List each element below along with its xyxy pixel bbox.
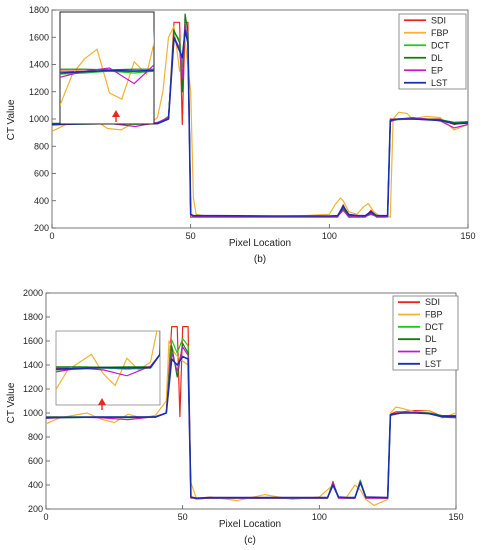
inset-line-dl (60, 68, 154, 71)
panel-caption: (c) (244, 535, 256, 546)
inset-line-ep (60, 64, 154, 85)
legend-label: DCT (431, 40, 450, 50)
y-tick-label: 1400 (29, 60, 49, 70)
x-tick-label: 100 (322, 231, 337, 241)
legend: SDI FBP DCT DL EP LST (392, 295, 459, 371)
y-tick-label: 1000 (29, 114, 49, 124)
y-tick-label: 600 (28, 456, 43, 466)
legend-label: DL (425, 334, 437, 344)
x-tick-label: 150 (460, 231, 475, 241)
inset-lines (60, 28, 154, 106)
y-tick-label: 1600 (29, 32, 49, 42)
inset-line-fbp (60, 28, 154, 106)
legend: SDI FBP DCT DL EP LST (398, 13, 467, 90)
legend-label: DL (431, 53, 443, 63)
y-tick-label: 1200 (23, 384, 43, 394)
x-axis-label: Pixel Location (219, 519, 281, 530)
y-tick-label: 1000 (23, 408, 43, 418)
chart-panel-c: CT Value Pixel Location (c) 0 50 100 150 200… (6, 288, 464, 546)
y-tick-label: 400 (28, 480, 43, 490)
inset-line-lst (60, 69, 154, 74)
legend-label: EP (425, 347, 437, 357)
zoom-inset (59, 11, 155, 125)
y-tick-label: 800 (28, 432, 43, 442)
legend-frame (392, 295, 459, 371)
legend-label: FBP (431, 28, 449, 38)
legend-label: EP (431, 65, 443, 75)
y-axis-label: CT Value (6, 382, 17, 423)
y-tick-label: 600 (34, 169, 49, 179)
zoom-inset (55, 330, 161, 406)
y-tick-label: 800 (34, 141, 49, 151)
legend-label: LST (431, 78, 448, 88)
x-tick-label: 50 (186, 231, 196, 241)
inset-line-lst (56, 331, 160, 370)
x-tick-label: 50 (178, 512, 188, 522)
plot-frame (45, 292, 457, 510)
series-line-lst (46, 355, 456, 500)
y-tick-label: 1400 (23, 360, 43, 370)
legend-label: FBP (425, 310, 443, 320)
x-tick-label: 0 (49, 231, 54, 241)
chart-panel-b: CT Value Pixel Location (b) 0 50 100 150 200… (6, 5, 476, 265)
y-tick-label: 400 (34, 196, 49, 206)
legend-frame (398, 13, 467, 90)
y-tick-label: 1800 (23, 312, 43, 322)
legend-label: SDI (425, 297, 440, 307)
inset-lines (56, 331, 160, 390)
legend-label: LST (425, 359, 442, 369)
y-tick-label: 1600 (23, 336, 43, 346)
arrow-icon (112, 110, 120, 117)
y-tick-label: 2000 (23, 288, 43, 298)
series-line-lst (52, 29, 468, 217)
series-lines (46, 326, 456, 506)
x-tick-label: 100 (312, 512, 327, 522)
y-tick-label: 200 (34, 223, 49, 233)
y-tick-label: 200 (28, 504, 43, 514)
y-tick-label: 1800 (29, 5, 49, 15)
inset-line-fbp (56, 331, 158, 390)
x-tick-label: 0 (43, 512, 48, 522)
x-tick-label: 150 (448, 512, 463, 522)
arrow-icon (98, 398, 106, 405)
x-axis-label: Pixel Location (229, 238, 291, 249)
panel-caption: (b) (254, 254, 266, 265)
inset-line-dl (56, 331, 160, 368)
legend-label: SDI (431, 15, 446, 25)
y-axis-label: CT Value (6, 99, 17, 140)
legend-label: DCT (425, 322, 444, 332)
series-line-fbp (46, 340, 456, 506)
y-tick-label: 1200 (29, 87, 49, 97)
